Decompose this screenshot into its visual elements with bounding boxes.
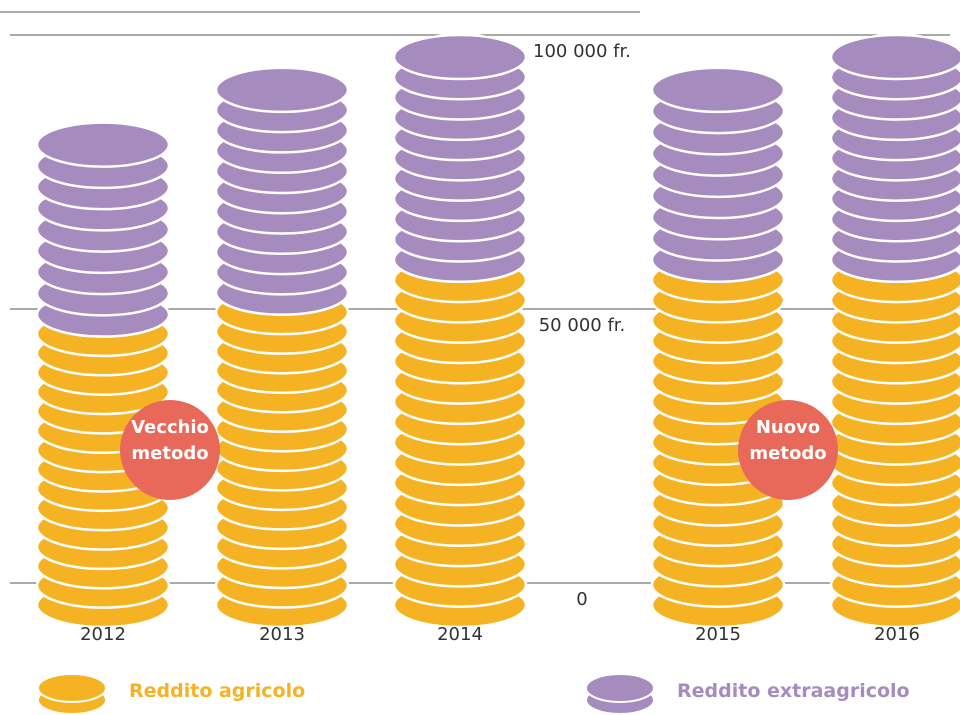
- badge-label: Vecchio metodo: [131, 417, 209, 464]
- coin: [214, 66, 350, 114]
- coin-segment: [35, 121, 171, 338]
- x-tick-label: 2014: [437, 624, 483, 645]
- coin: [392, 33, 528, 81]
- legend-label: Reddito extraagricolo: [677, 680, 910, 702]
- badge-label: Nuovo metodo: [749, 417, 826, 464]
- x-tick-label: 2012: [80, 624, 126, 645]
- legend-coin: [585, 673, 655, 703]
- y-tick-label: 50 000 fr.: [539, 315, 626, 336]
- y-tick-label: 100 000 fr.: [533, 41, 631, 62]
- legend-coin: [37, 673, 107, 703]
- legend-item: Reddito extraagricolo: [585, 673, 910, 715]
- x-tick-label: 2015: [695, 624, 741, 645]
- coin-segment: [650, 66, 786, 284]
- legend: Reddito agricolo Reddito extraagricolo: [37, 673, 910, 715]
- annotations: Vecchio metodo Nuovo metodo: [120, 400, 838, 500]
- coin-segment: [392, 236, 528, 629]
- coin-segment: [829, 236, 960, 629]
- coin-segment: [392, 33, 528, 284]
- coin-segment: [829, 33, 960, 284]
- coin: [35, 121, 171, 168]
- y-tick-label: 0: [576, 589, 587, 610]
- legend-label: Reddito agricolo: [129, 680, 305, 702]
- coin: [650, 66, 786, 114]
- badge: [120, 400, 220, 500]
- coin-segment: [214, 66, 350, 316]
- badge: [738, 400, 838, 500]
- columns: 2012 2013 2014 2015 2016: [35, 33, 960, 645]
- x-tick-label: 2016: [874, 624, 920, 645]
- coin-segment: [214, 269, 350, 629]
- coin: [829, 33, 960, 81]
- x-tick-label: 2013: [259, 624, 305, 645]
- legend-item: Reddito agricolo: [37, 673, 305, 715]
